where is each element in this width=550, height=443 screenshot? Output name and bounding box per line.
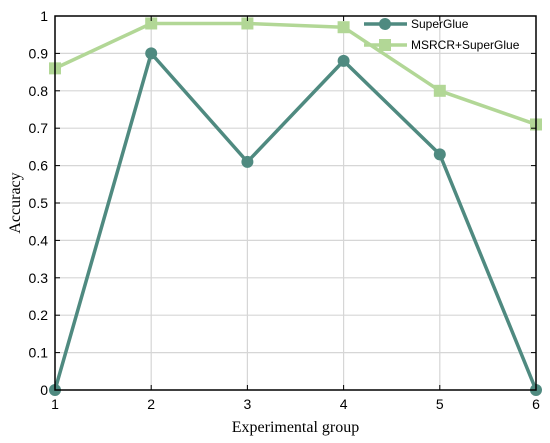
x-tick-label: 2 — [147, 396, 155, 412]
legend-marker-superglue — [379, 18, 391, 30]
data-point-superglue — [145, 47, 158, 60]
legend-marker-msrcr-superglue — [379, 39, 391, 51]
series-layer — [49, 17, 542, 396]
data-point-msrcr-superglue — [145, 17, 158, 30]
y-tick-label: 0.5 — [29, 195, 49, 211]
legend-label-msrcr-superglue: MSRCR+SuperGlue — [411, 38, 520, 52]
data-point-msrcr-superglue — [337, 21, 350, 34]
series-line-superglue — [53, 51, 538, 391]
y-axis-title: Accuracy — [7, 172, 24, 233]
y-tick-label: 0 — [40, 382, 48, 398]
x-axis-title: Experimental group — [232, 419, 360, 436]
x-tick-label: 5 — [436, 396, 444, 412]
y-tick-label: 0.9 — [29, 45, 49, 61]
x-tick-label: 4 — [340, 396, 348, 412]
data-point-superglue — [433, 148, 446, 161]
y-tick-label: 0.8 — [29, 83, 49, 99]
y-tick-label: 0.6 — [29, 158, 49, 174]
y-tick-label: 0.4 — [29, 232, 49, 248]
data-point-superglue — [337, 54, 350, 67]
series-superglue — [49, 47, 542, 396]
data-point-msrcr-superglue — [241, 17, 254, 30]
y-tick-label: 0.1 — [29, 345, 49, 361]
legend: SuperGlue MSRCR+SuperGlue — [364, 17, 520, 52]
y-tick-label: 0.2 — [29, 307, 49, 323]
data-point-superglue — [241, 155, 254, 168]
legend-label-superglue: SuperGlue — [411, 17, 469, 31]
x-tick-label: 3 — [244, 396, 252, 412]
y-tick-label: 0.7 — [29, 120, 49, 136]
data-point-msrcr-superglue — [433, 84, 446, 97]
x-tick-label: 1 — [51, 396, 59, 412]
y-tick-label: 1 — [40, 8, 48, 24]
y-tick-label: 0.3 — [29, 270, 49, 286]
x-tick-label: 6 — [532, 396, 540, 412]
series-line-msrcr-superglue — [54, 21, 537, 127]
grid-lines — [55, 16, 536, 390]
axis-ticks: 1 2 3 4 5 6 0 0.1 0.2 0.3 0.4 0.5 0.6 0.7 0.8 0.9 1 — [29, 8, 541, 412]
